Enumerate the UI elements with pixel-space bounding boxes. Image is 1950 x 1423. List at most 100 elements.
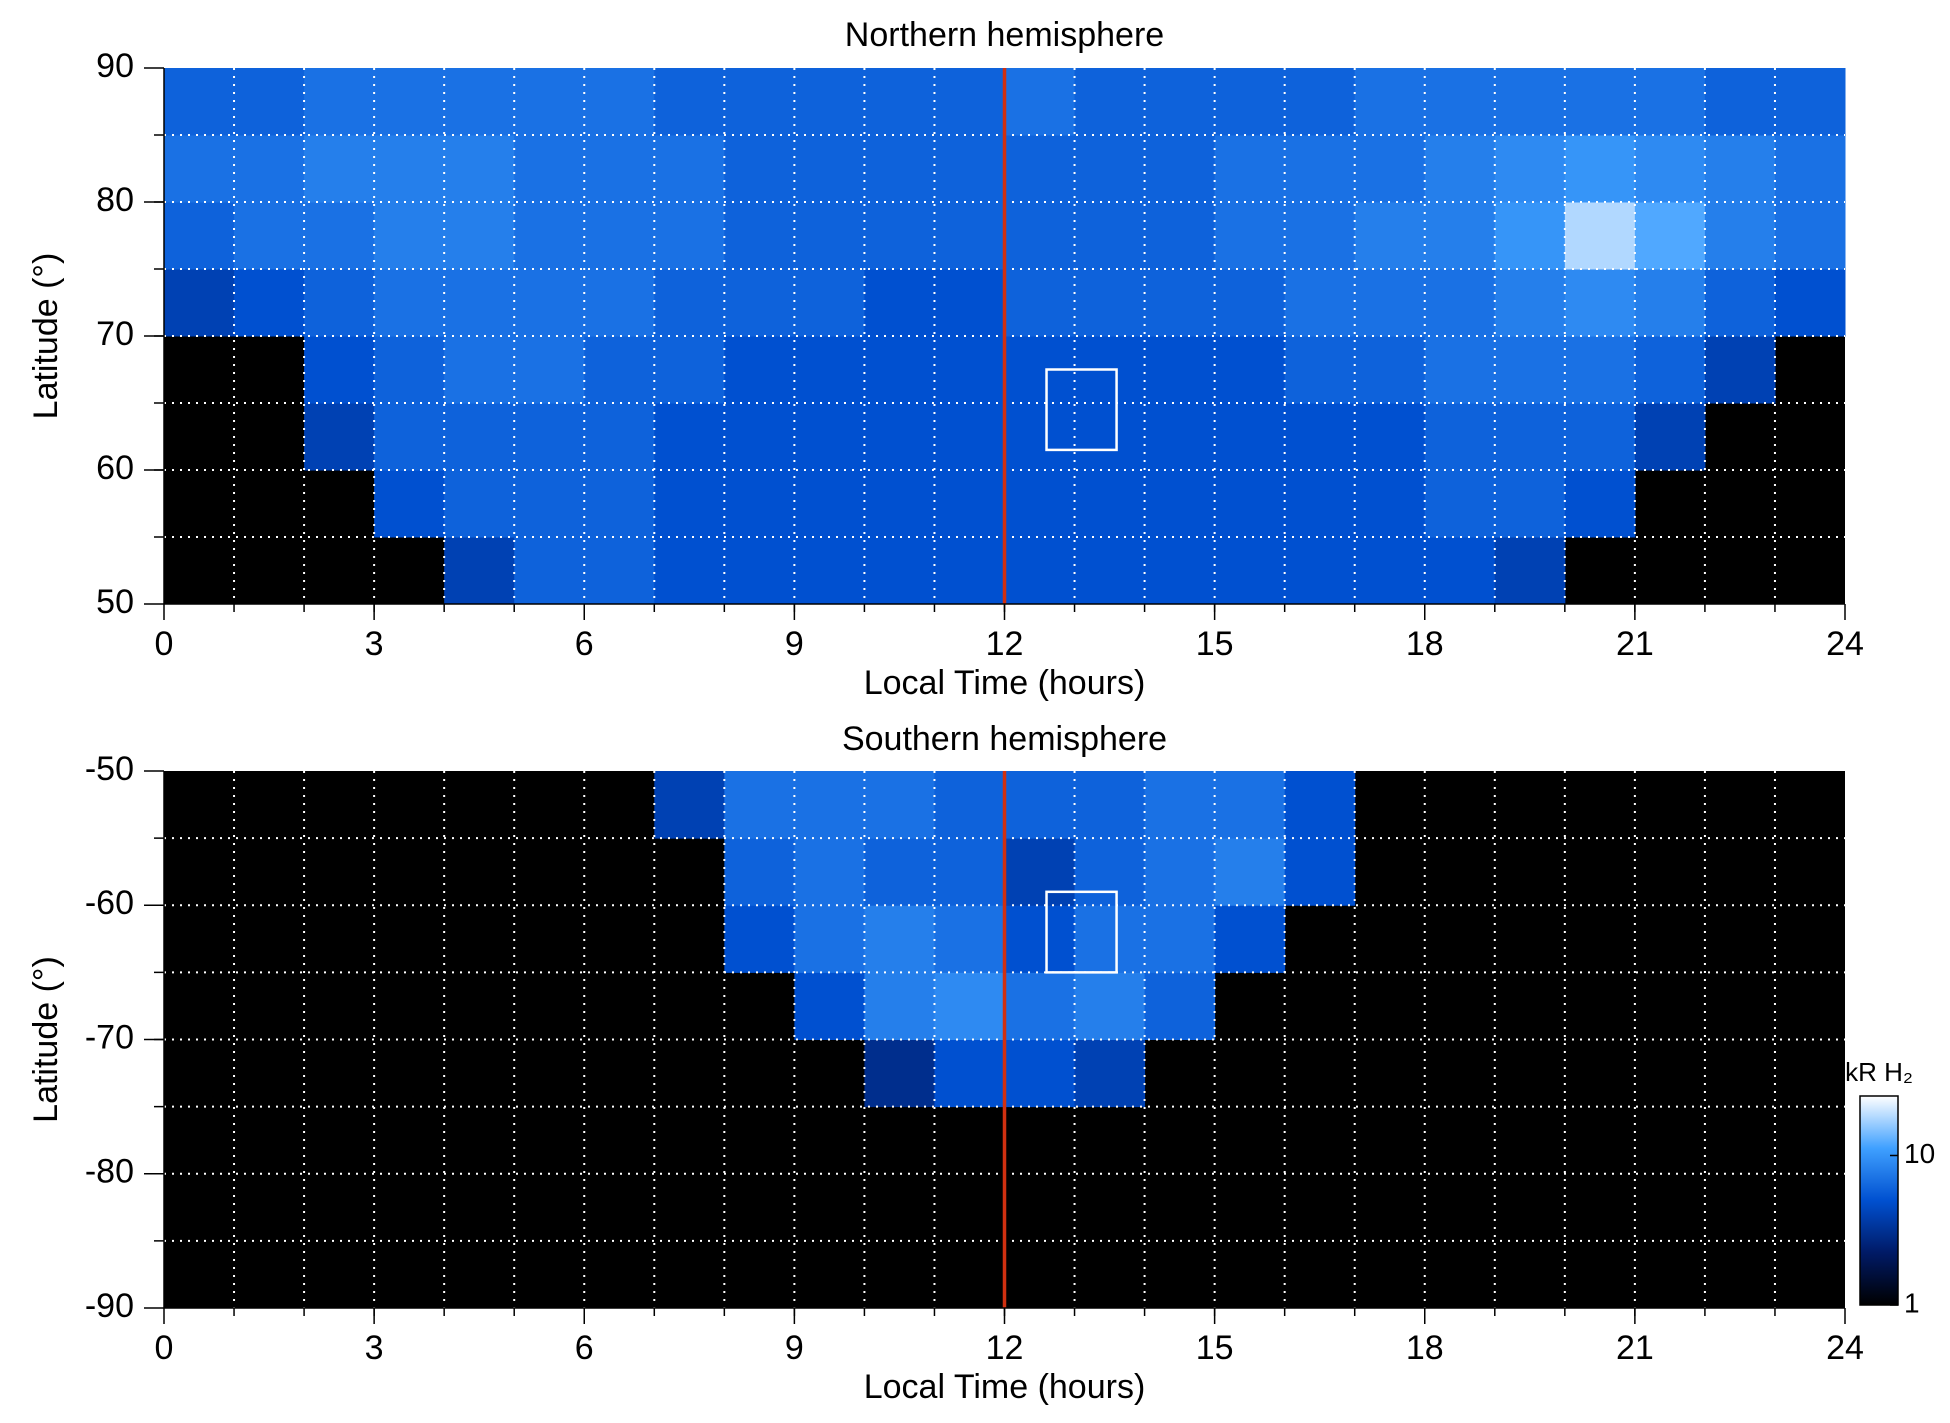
x-tick-label: 3 [365,1329,384,1367]
heatmap-cell [1074,202,1146,270]
highlight-box [1045,368,1118,452]
heatmap-cell [1284,202,1356,270]
heatmap-cell [1144,537,1216,605]
x-tick-label: 9 [785,1329,804,1367]
heatmap-cell [1634,403,1706,471]
heatmap-cell [1494,470,1566,538]
heatmap-cell [514,470,585,538]
heatmap-cell [1004,905,1076,973]
heatmap-cell [374,336,445,404]
heatmap-cell [724,905,795,973]
heatmap-cell [1004,403,1076,471]
heatmap-cell [1004,68,1076,136]
heatmap-cell [864,202,935,270]
heatmap-cell [514,68,585,136]
heatmap-cell [794,905,865,973]
heatmap-cell [864,972,935,1040]
heatmap-cell [654,135,725,203]
heatmap-cell [1144,972,1216,1040]
heatmap-cell [444,403,515,471]
heatmap-cell [934,68,1005,136]
heatmap-cell [584,336,655,404]
heatmap-cell [514,135,585,203]
heatmap-cell [934,1039,1005,1108]
heatmap-cell [164,202,235,270]
heatmap-cell [1354,68,1426,136]
heatmap-cell [1634,269,1706,337]
heatmap-cell [444,537,515,605]
heatmap-cell [724,771,795,839]
heatmap-cell [1704,135,1776,203]
heatmap-cell [934,269,1005,337]
colorbar-tick-label: 1 [1904,1287,1920,1318]
heatmap-cell [1144,135,1216,203]
heatmap-cell [304,403,375,471]
heatmap-cell [1214,905,1286,973]
heatmap-cell [1214,403,1286,471]
heatmap-cell [654,269,725,337]
x-tick-label: 15 [1196,1329,1234,1367]
heatmap-cell [304,135,375,203]
y-tick-label: 70 [96,315,134,353]
heatmap-cell [1564,470,1636,538]
heatmap-cell [1284,336,1356,404]
heatmap-cell [1564,336,1636,404]
heatmap-cell [1424,336,1496,404]
heatmap-cell [1074,771,1146,839]
heatmap-cell [304,269,375,337]
x-tick-label: 12 [986,625,1024,663]
heatmap-cell [1144,336,1216,404]
heatmap-cell [584,135,655,203]
heatmap-cell [654,336,725,404]
heatmap-cell [934,771,1005,839]
x-tick-label: 24 [1826,625,1864,663]
heatmap-cell [1494,537,1566,605]
heatmap-cell [934,838,1005,906]
y-tick-label: 50 [96,583,134,621]
heatmap-cell [1564,135,1636,203]
heatmap-cell [1494,403,1566,471]
heatmap-cell [1564,269,1636,337]
y-tick-label: -80 [85,1153,134,1191]
heatmap-cell [444,470,515,538]
x-tick-label: 18 [1406,625,1444,663]
heatmap-cell [724,202,795,270]
heatmap-cell [1354,269,1426,337]
x-tick-label: 15 [1196,625,1234,663]
x-tick-label: 24 [1826,1329,1864,1367]
chart-title: Northern hemisphere [845,16,1164,54]
heatmap-cell [934,135,1005,203]
highlight-box [1045,890,1118,974]
heatmap-cell [1564,68,1636,136]
heatmap-cell [934,905,1005,973]
heatmap-cell [1354,537,1426,605]
heatmap-cell [374,68,445,136]
heatmap-cell [1424,202,1496,270]
heatmap-cell [1704,202,1776,270]
x-tick-label: 0 [155,625,174,663]
heatmap-cell [304,202,375,270]
x-tick-label: 6 [575,1329,594,1367]
heatmap-cell [1074,269,1146,337]
heatmap-cell [1074,972,1146,1040]
heatmap-cell [1424,135,1496,203]
heatmap-cell [1634,68,1706,136]
y-tick-label: 60 [96,449,134,487]
heatmap-cell [584,202,655,270]
heatmap-cell [584,537,655,605]
x-tick-label: 3 [365,625,384,663]
heatmap-cell [304,336,375,404]
heatmap-cell [234,135,305,203]
heatmap-cell [654,537,725,605]
heatmap-cell [1354,135,1426,203]
heatmap-cell [864,135,935,203]
heatmap-cell [1004,838,1076,906]
heatmap-cell [1354,470,1426,538]
heatmap-cell [724,838,795,906]
x-tick-label: 12 [986,1329,1024,1367]
heatmap-cell [1074,905,1146,973]
heatmap-cell [724,403,795,471]
heatmap-cell [654,470,725,538]
heatmap-cell [164,68,235,136]
